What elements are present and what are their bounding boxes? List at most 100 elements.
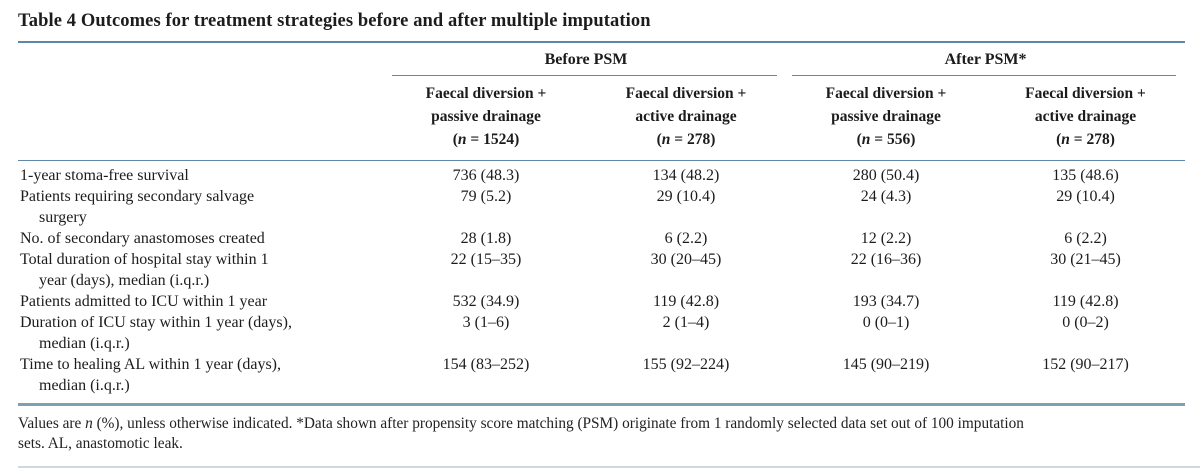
column-header-before-passive: Faecal diversion + passive drainage (n =… [386,76,586,161]
row-label-line1: No. of secondary anastomoses created [20,230,265,247]
cell-value: 22 (16–36) [850,251,922,268]
n-symbol: n [861,131,871,148]
footnote-text: (%), unless otherwise indicated. *Data s… [92,415,1024,432]
table-row: Time to healing AL within 1 year (days),… [18,354,1185,405]
spanner-label-after-psm: After PSM* [944,51,1027,68]
row-label-header-empty [18,76,386,161]
column-header-after-active: Faecal diversion + active drainage (n = … [986,76,1186,161]
cell-value: 0 (0–1) [862,314,910,331]
column-header-n: (n = 278) [588,128,784,151]
row-label-line1: Duration of ICU stay within 1 year (days… [20,314,292,331]
cell-value: 119 (42.8) [1052,293,1119,310]
column-header-line1: Faecal diversion + [625,85,747,102]
n-open: ( [452,131,458,148]
column-header-line1: Faecal diversion + [1025,85,1146,102]
column-header-after-passive: Faecal diversion + passive drainage (n =… [786,76,987,161]
cell-value: 28 (1.8) [460,230,512,247]
footnote-text: Values are [18,415,86,432]
cell-value: 152 (90–217) [1042,356,1129,373]
spanner-row: Before PSM After PSM* [18,42,1185,76]
cell-value: 736 (48.3) [452,167,520,184]
table-row: Patients admitted to ICU within 1 year 5… [18,291,1185,312]
row-label-line2: median (i.q.r.) [39,335,130,352]
spanner-empty-cell [18,42,386,76]
row-label: Patients requiring secondary salvage sur… [18,186,386,228]
outcomes-table: Before PSM After PSM* Faecal diversion +… [18,41,1186,406]
cell-value: 22 (15–35) [450,251,522,268]
column-header-n: (n = 556) [788,128,984,151]
column-header-n: (n = 278) [988,128,1183,151]
table-footnote: Values are n (%), unless otherwise indic… [18,414,1185,454]
footnote-line2: sets. AL, anastomotic leak. [18,435,183,452]
n-symbol: n [85,415,93,432]
table-title: Table 4 Outcomes for treatment strategie… [18,11,651,31]
cell-value: 145 (90–219) [842,356,930,373]
row-label: Duration of ICU stay within 1 year (days… [18,312,386,354]
cell-value: 24 (4.3) [860,188,912,205]
cell-value: 135 (48.6) [1052,167,1119,184]
n-value: = 278) [1069,131,1115,148]
row-label-line1: Patients admitted to ICU within 1 year [20,293,268,310]
n-symbol: n [457,131,467,148]
spanner-before-psm: Before PSM [386,42,786,76]
row-label-line1: Patients requiring secondary salvage [20,188,255,205]
bottom-rule [18,466,1200,468]
column-header-line2: passive drainage [431,108,541,125]
row-label-line1: 1-year stoma-free survival [20,167,189,184]
cell-value: 2 (1–4) [662,314,710,331]
n-open: ( [1056,131,1062,148]
n-symbol: n [1061,131,1070,148]
cell-value: 154 (83–252) [442,356,530,373]
column-header-line2: active drainage [635,108,737,125]
row-label: Total duration of hospital stay within 1… [18,249,386,291]
spanner-rule [792,75,1177,76]
row-label: 1-year stoma-free survival [18,161,386,187]
table-row: Total duration of hospital stay within 1… [18,249,1185,291]
cell-value: 155 (92–224) [642,356,730,373]
row-label: Patients admitted to ICU within 1 year [18,291,386,312]
column-header-line2: active drainage [1034,108,1137,125]
column-header-row: Faecal diversion + passive drainage (n =… [18,76,1186,161]
cell-value: 30 (20–45) [650,251,722,268]
row-label-line1: Time to healing AL within 1 year (days), [20,356,281,373]
cell-value: 29 (10.4) [1056,188,1115,205]
n-value: = 556) [870,131,916,148]
n-value: = 1524) [466,131,520,148]
cell-value: 0 (0–2) [1062,314,1109,331]
column-header-line1: Faecal diversion + [425,85,547,102]
row-label: Time to healing AL within 1 year (days),… [18,354,386,405]
cell-value: 6 (2.2) [664,230,708,247]
spanner-rule [392,75,778,76]
table-row: 1-year stoma-free survival 736 (48.3) 13… [18,161,1185,187]
cell-value: 12 (2.2) [860,230,912,247]
row-label: No. of secondary anastomoses created [18,228,386,249]
n-value: = 278) [670,131,716,148]
cell-value: 79 (5.2) [460,188,512,205]
column-header-before-active: Faecal diversion + active drainage (n = … [586,76,787,161]
cell-value: 30 (21–45) [1050,251,1121,268]
row-label-line2: surgery [39,209,87,226]
cell-value: 280 (50.4) [852,167,920,184]
row-label-line1: Total duration of hospital stay within 1 [20,251,269,268]
cell-value: 193 (34.7) [852,293,920,310]
row-label-line2: median (i.q.r.) [39,377,130,394]
cell-value: 3 (1–6) [462,314,510,331]
column-header-n: (n = 1524) [388,128,584,151]
table-row: No. of secondary anastomoses created 28 … [18,228,1185,249]
n-open: ( [856,131,862,148]
n-symbol: n [661,131,671,148]
table-row: Patients requiring secondary salvage sur… [18,186,1185,228]
row-label-line2: year (days), median (i.q.r.) [39,272,210,289]
cell-value: 134 (48.2) [652,167,720,184]
spanner-after-psm: After PSM* [786,42,1185,76]
cell-value: 6 (2.2) [1064,230,1107,247]
n-open: ( [656,131,662,148]
cell-value: 532 (34.9) [452,293,520,310]
cell-value: 29 (10.4) [656,188,716,205]
column-header-line1: Faecal diversion + [825,85,947,102]
footnote-line1: Values are n (%), unless otherwise indic… [18,414,1185,434]
table-row: Duration of ICU stay within 1 year (days… [18,312,1185,354]
column-header-line2: passive drainage [831,108,941,125]
cell-value: 119 (42.8) [652,293,720,310]
